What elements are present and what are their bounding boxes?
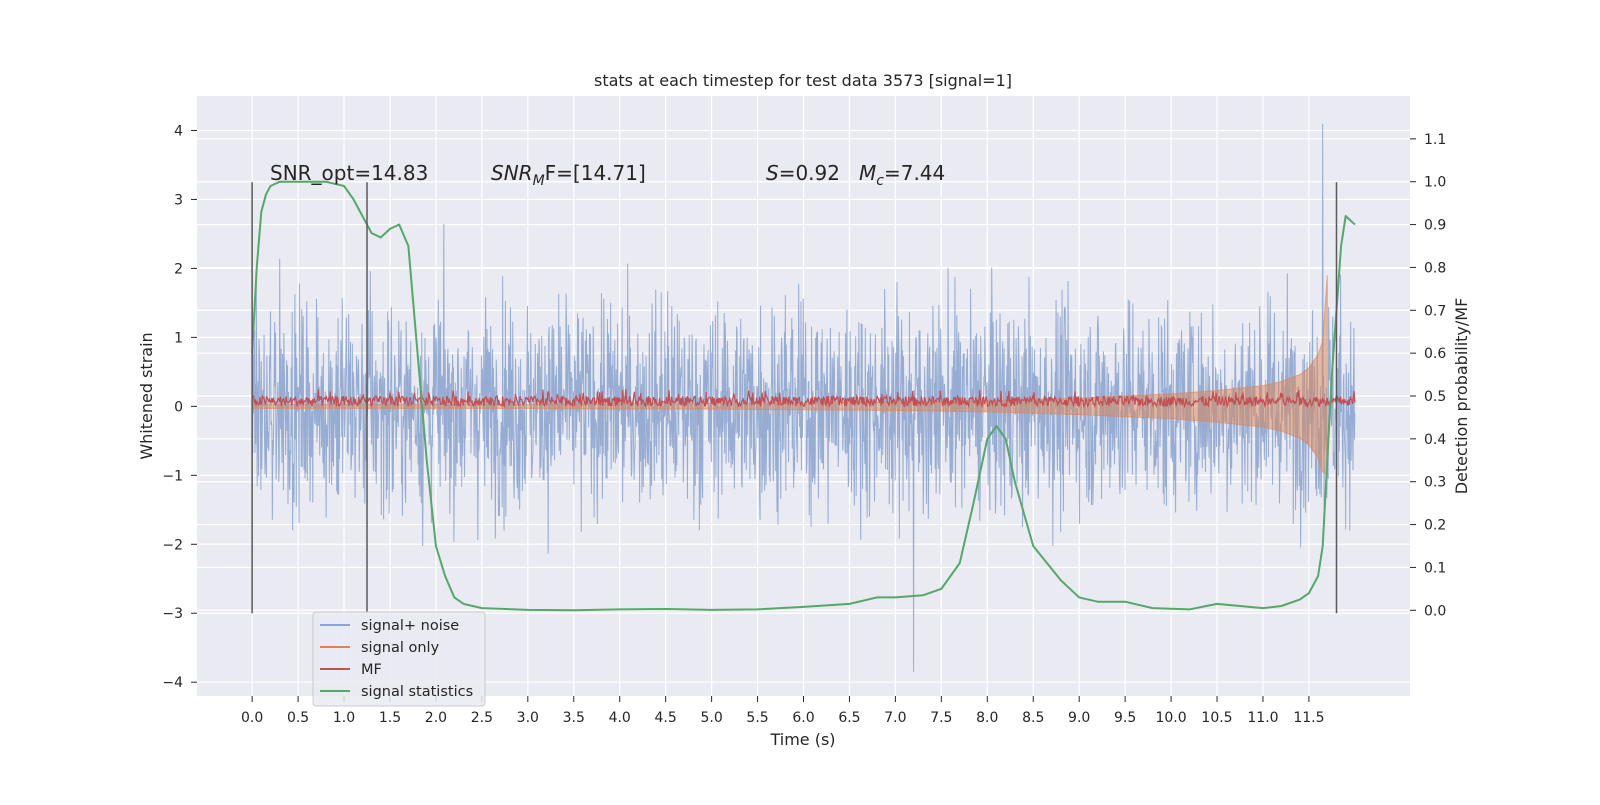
y-tick-label-left: −2 [162, 537, 183, 553]
y-tick-label-right: 0.1 [1424, 560, 1446, 576]
x-tick-label: 3.5 [563, 710, 585, 726]
annotation-snr-mf-value: F=[14.71] [545, 161, 646, 185]
annotation-s: S=0.92 [766, 161, 840, 185]
series-layer [251, 123, 1356, 672]
x-tick-label: 1.0 [333, 710, 355, 726]
x-axis-label: Time (s) [769, 730, 835, 749]
x-tick-label: 3.0 [517, 710, 539, 726]
x-tick-label: 4.0 [609, 710, 631, 726]
y-tick-label-right: 0.8 [1424, 260, 1446, 276]
annotation-mc-symbol: M [859, 161, 876, 185]
x-tick-label: 7.0 [884, 710, 906, 726]
series-signal-noise [251, 123, 1356, 672]
x-tick-label: 1.5 [379, 710, 401, 726]
x-tick-label: 8.0 [976, 710, 998, 726]
series-signal-statistics [251, 180, 1356, 612]
annotation-s-value: =0.92 [779, 161, 840, 185]
annotation-snr-mf-main: SNR [491, 161, 533, 185]
x-tick-label: 6.0 [792, 710, 814, 726]
annotation-s-symbol: S [766, 161, 779, 185]
y-tick-label-right: 1.1 [1424, 132, 1446, 148]
vertical-markers [251, 182, 1338, 614]
y-tick-label-left: −1 [162, 468, 183, 484]
x-tick-label: 11.0 [1247, 710, 1278, 726]
x-tick-label: 9.0 [1068, 710, 1090, 726]
annotation-mc-value: =7.44 [884, 161, 945, 185]
y-tick-label-right: 0.0 [1424, 603, 1446, 619]
x-tick-label: 5.5 [746, 710, 768, 726]
annotation-mc: Mc=7.44 [859, 161, 945, 189]
y-tick-label-right: 0.2 [1424, 518, 1446, 534]
y-tick-label-left: 1 [174, 330, 183, 346]
x-tick-label: 4.5 [655, 710, 677, 726]
chart-title: stats at each timestep for test data 357… [594, 71, 1012, 90]
y-tick-label-left: 3 [174, 192, 183, 208]
legend-label-signal-only: signal only [361, 640, 440, 656]
left-axis: 4 3 2 1 0 −1 −2 −3 −4 [162, 123, 197, 691]
x-tick-label: 2.5 [471, 710, 493, 726]
y-axis-label-left: Whitened strain [137, 332, 156, 459]
y-tick-label-right: 1.0 [1424, 175, 1446, 191]
x-tick-label: 6.5 [838, 710, 860, 726]
y-tick-label-right: 0.7 [1424, 303, 1446, 319]
x-tick-label: 5.0 [700, 710, 722, 726]
x-tick-label: 2.0 [425, 710, 447, 726]
y-tick-label-left: 4 [174, 123, 183, 139]
annotation-snr-mf: SNRMF=[14.71] [491, 161, 646, 189]
y-tick-label-right: 0.6 [1424, 346, 1446, 362]
y-tick-label-left: 2 [174, 261, 183, 277]
y-tick-label-right: 0.9 [1424, 218, 1446, 234]
x-axis: 0.0 0.5 1.0 1.5 2.0 2.5 3.0 3.5 4.0 4.5 5.0 5.5 6.0 6… [241, 696, 1325, 726]
x-tick-label: 10.0 [1155, 710, 1186, 726]
annotation-snr-mf-sub: M [533, 173, 545, 189]
x-tick-label: 0.0 [241, 710, 263, 726]
y-tick-label-left: 0 [174, 399, 183, 415]
x-tick-label: 10.5 [1201, 710, 1232, 726]
legend-label-noise: signal+ noise [361, 618, 459, 634]
legend-box [312, 611, 486, 707]
y-tick-label-right: 0.4 [1424, 432, 1446, 448]
x-tick-label: 0.5 [287, 710, 309, 726]
annotation-snr-opt: SNR_opt=14.83 [270, 161, 428, 185]
y-tick-label-left: −4 [162, 675, 183, 691]
x-tick-label: 11.5 [1293, 710, 1324, 726]
x-tick-label: 8.5 [1022, 710, 1044, 726]
x-tick-label: 9.5 [1114, 710, 1136, 726]
legend-label-statistics: signal statistics [361, 684, 473, 700]
y-tick-label-right: 0.5 [1424, 389, 1446, 405]
legend: signal+ noise signal only MF signal stat… [312, 611, 486, 707]
annotation-mc-sub: c [876, 173, 884, 189]
right-axis: 1.1 1.0 0.9 0.8 0.7 0.6 0.5 0.4 0.3 0.2 0.1 0.0 [1410, 132, 1446, 619]
y-axis-label-right: Detection probability/MF [1452, 298, 1471, 495]
series-mf [251, 389, 1356, 409]
x-tick-label: 7.5 [930, 710, 952, 726]
legend-label-mf: MF [361, 662, 382, 678]
y-tick-label-right: 0.3 [1424, 475, 1446, 491]
y-tick-label-left: −3 [162, 606, 183, 622]
